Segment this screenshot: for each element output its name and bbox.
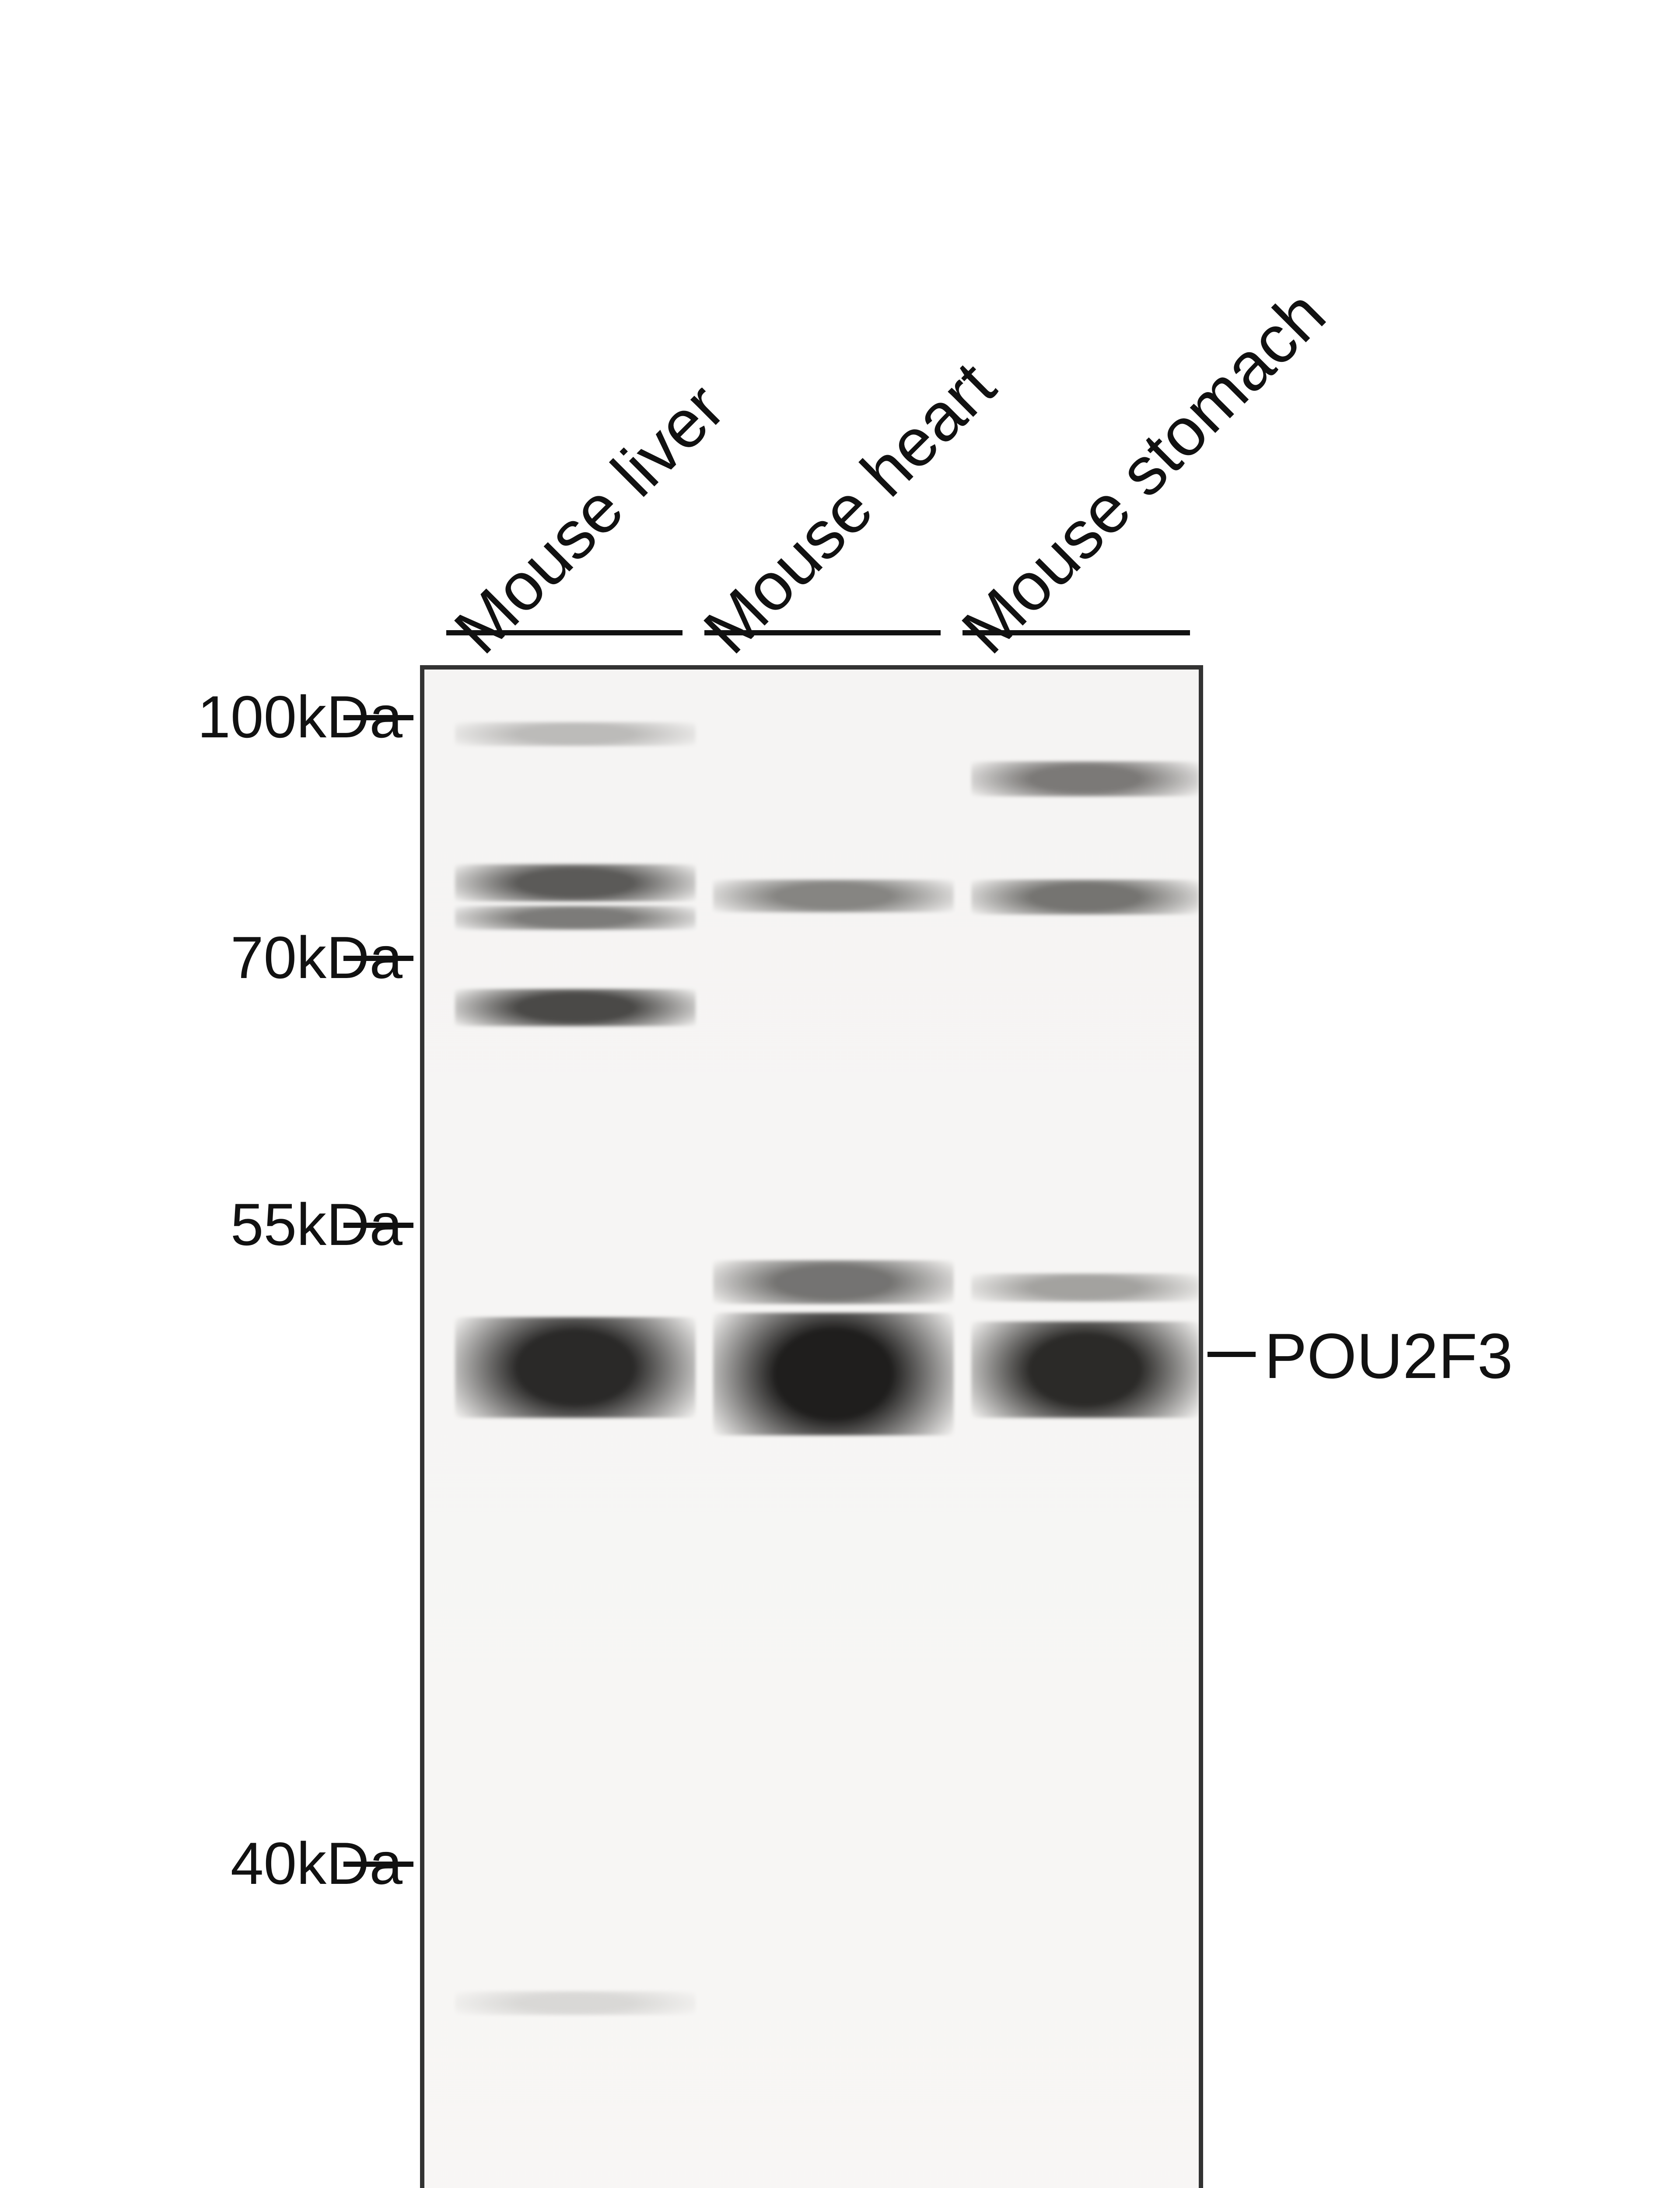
band (455, 722, 696, 746)
marker-tick-70 (343, 956, 413, 961)
marker-tick-40 (343, 1862, 413, 1867)
lane-underline-2 (704, 630, 941, 635)
band (971, 761, 1199, 796)
lane-header-3: Mouse stomach (947, 275, 1340, 669)
band (455, 906, 696, 930)
target-tick (1208, 1352, 1256, 1357)
band (455, 864, 696, 901)
marker-tick-55 (343, 1223, 413, 1228)
band (455, 1317, 696, 1418)
lane-header-1: Mouse liver (439, 368, 739, 669)
band (971, 1322, 1199, 1418)
blot-membrane (420, 665, 1203, 2188)
lane-underline-1 (446, 630, 682, 635)
lane (455, 670, 696, 2188)
band (713, 1260, 954, 1304)
lane (713, 670, 954, 2188)
band (713, 1313, 954, 1435)
marker-tick-100 (343, 715, 413, 720)
band (455, 989, 696, 1026)
band (971, 880, 1199, 915)
target-label: POU2F3 (1264, 1319, 1513, 1393)
blot-box (420, 665, 1203, 2188)
band (713, 880, 954, 912)
band (971, 1273, 1199, 1302)
lane (971, 670, 1199, 2188)
lane-underline-3 (962, 630, 1190, 635)
band (455, 1991, 696, 2015)
